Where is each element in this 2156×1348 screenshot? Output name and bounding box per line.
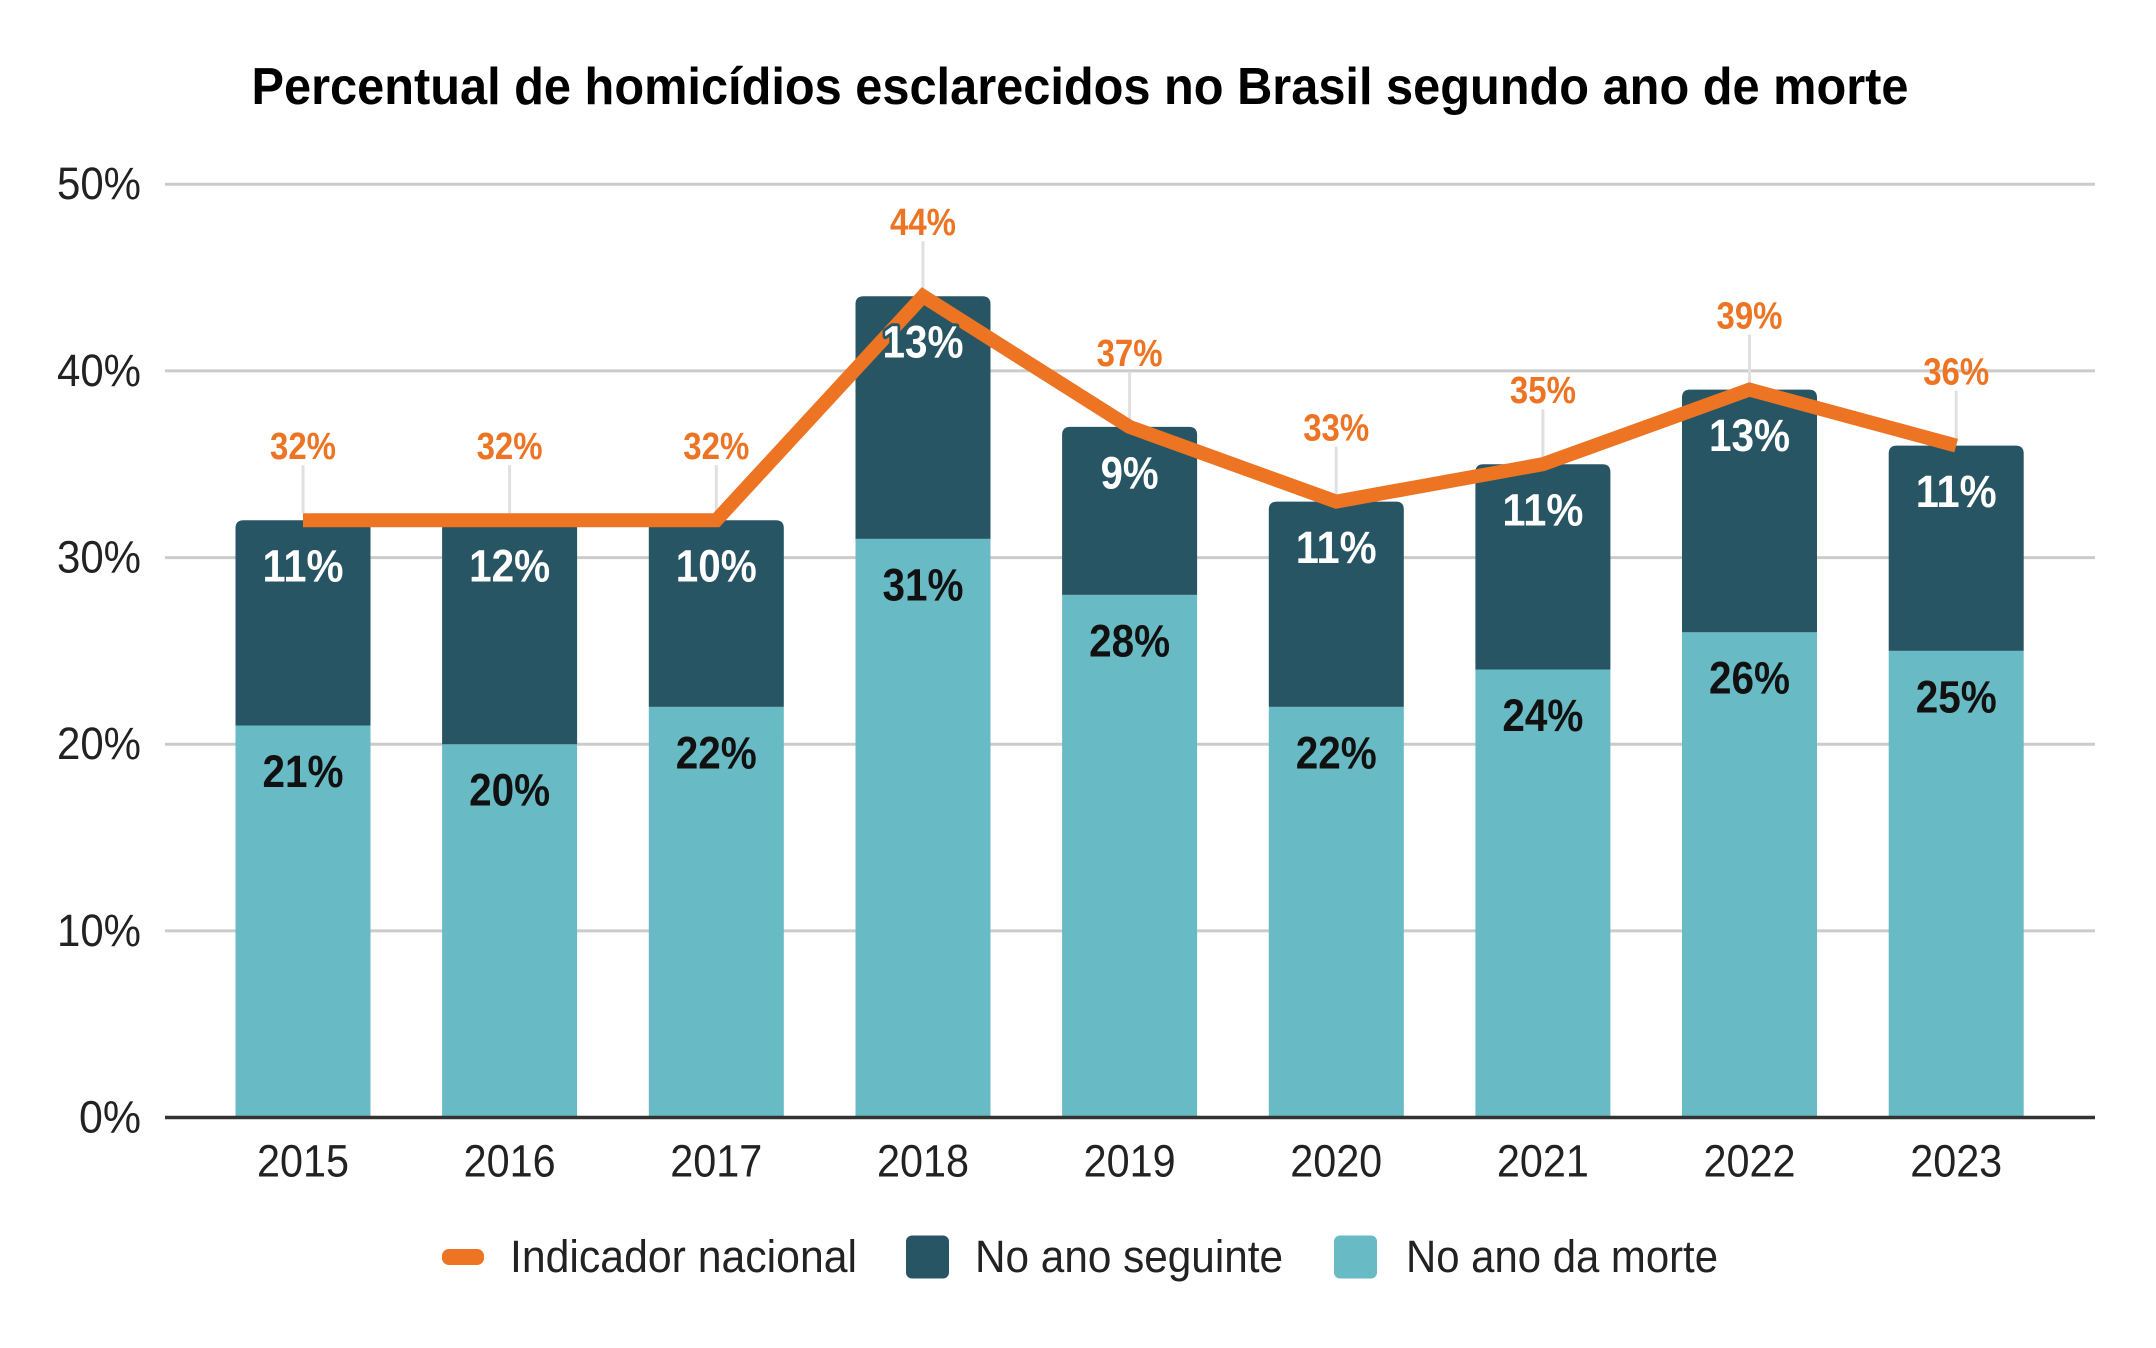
svg-text:37%: 37% bbox=[1097, 333, 1163, 375]
svg-text:30%: 30% bbox=[57, 532, 141, 583]
svg-text:2018: 2018 bbox=[877, 1136, 969, 1187]
svg-text:40%: 40% bbox=[57, 345, 141, 396]
svg-text:26%: 26% bbox=[1709, 653, 1790, 704]
svg-text:32%: 32% bbox=[683, 426, 749, 468]
svg-text:22%: 22% bbox=[1296, 727, 1377, 778]
svg-text:11%: 11% bbox=[263, 541, 344, 592]
svg-text:Indicador nacional: Indicador nacional bbox=[510, 1231, 857, 1282]
svg-text:11%: 11% bbox=[1502, 485, 1583, 536]
svg-text:2019: 2019 bbox=[1084, 1136, 1176, 1187]
svg-text:2021: 2021 bbox=[1497, 1136, 1589, 1187]
svg-text:32%: 32% bbox=[270, 426, 336, 468]
svg-text:2016: 2016 bbox=[464, 1136, 556, 1187]
svg-text:21%: 21% bbox=[263, 746, 344, 797]
svg-text:36%: 36% bbox=[1923, 352, 1989, 394]
svg-text:35%: 35% bbox=[1510, 370, 1576, 412]
svg-text:33%: 33% bbox=[1303, 408, 1369, 450]
svg-text:13%: 13% bbox=[1709, 410, 1790, 461]
svg-text:9%: 9% bbox=[1101, 447, 1159, 498]
svg-text:11%: 11% bbox=[1296, 522, 1377, 573]
svg-text:28%: 28% bbox=[1089, 615, 1170, 666]
svg-text:2017: 2017 bbox=[670, 1136, 762, 1187]
svg-text:50%: 50% bbox=[57, 158, 141, 209]
svg-text:No ano da morte: No ano da morte bbox=[1406, 1231, 1718, 1282]
svg-text:13%: 13% bbox=[883, 317, 964, 368]
svg-text:32%: 32% bbox=[477, 426, 543, 468]
svg-text:25%: 25% bbox=[1916, 671, 1997, 722]
svg-text:39%: 39% bbox=[1717, 296, 1783, 338]
svg-text:24%: 24% bbox=[1502, 690, 1583, 741]
svg-text:2020: 2020 bbox=[1290, 1136, 1382, 1187]
svg-text:Percentual de homicídios escla: Percentual de homicídios esclarecidos no… bbox=[252, 58, 1909, 116]
svg-text:2015: 2015 bbox=[257, 1136, 349, 1187]
svg-text:31%: 31% bbox=[883, 559, 964, 610]
svg-text:10%: 10% bbox=[57, 905, 141, 956]
svg-text:20%: 20% bbox=[469, 765, 550, 816]
svg-text:2022: 2022 bbox=[1704, 1136, 1796, 1187]
svg-text:0%: 0% bbox=[79, 1092, 141, 1143]
svg-text:44%: 44% bbox=[890, 202, 956, 244]
svg-text:12%: 12% bbox=[469, 541, 550, 592]
svg-text:2023: 2023 bbox=[1910, 1136, 2002, 1187]
svg-text:22%: 22% bbox=[676, 727, 757, 778]
svg-text:No ano seguinte: No ano seguinte bbox=[975, 1231, 1283, 1282]
svg-text:20%: 20% bbox=[57, 718, 141, 769]
svg-text:11%: 11% bbox=[1916, 466, 1997, 517]
svg-text:10%: 10% bbox=[676, 541, 757, 592]
